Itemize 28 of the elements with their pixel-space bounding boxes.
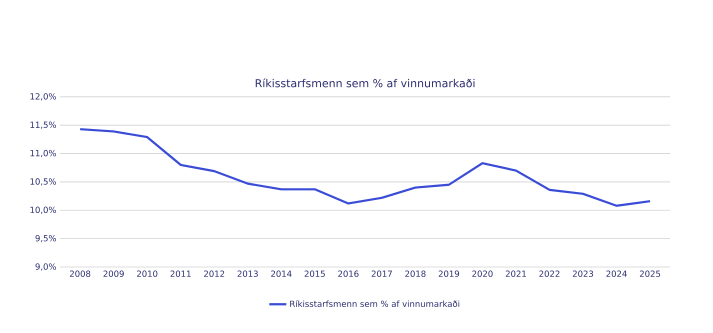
x-tick-label: 2016 xyxy=(338,270,359,277)
legend-label: Ríkisstarfsmenn sem % af vinnumarkaði xyxy=(290,300,460,308)
x-tick-label: 2020 xyxy=(472,270,493,277)
x-tick-label: 2008 xyxy=(70,270,90,277)
x-tick-label: 2023 xyxy=(572,270,594,277)
y-tick-label: 9,0% xyxy=(35,263,56,271)
x-tick-label: 2019 xyxy=(438,270,460,277)
x-tick-label: 2025 xyxy=(640,270,660,277)
x-tick-label: 2014 xyxy=(271,270,292,277)
x-tick-label: 2011 xyxy=(170,270,191,277)
x-tick-label: 2009 xyxy=(103,270,124,277)
y-tick-label: 10,0% xyxy=(30,206,56,214)
x-tick-label: 2015 xyxy=(304,270,325,277)
x-tick-label: 2013 xyxy=(238,270,258,277)
x-tick-label: 2024 xyxy=(606,270,627,277)
line-series xyxy=(79,128,652,207)
y-tick-label: 9,5% xyxy=(35,235,56,242)
chart-title: Ríkisstarfsmenn sem % af vinnumarkaði xyxy=(256,78,474,88)
y-tick-label: 10,5% xyxy=(30,178,56,186)
x-tick-label: 2010 xyxy=(137,270,158,277)
x-tick-label: 2017 xyxy=(372,270,392,277)
x-tick-label: 2012 xyxy=(204,270,224,277)
y-tick-label: 11,0% xyxy=(30,150,56,158)
x-tick-label: 2021 xyxy=(506,270,526,277)
x-tick-label: 2018 xyxy=(405,270,426,277)
x-tick-label: 2022 xyxy=(539,270,560,277)
y-tick-label: 11,5% xyxy=(30,122,56,129)
y-tick-label: 12,0% xyxy=(30,93,56,100)
